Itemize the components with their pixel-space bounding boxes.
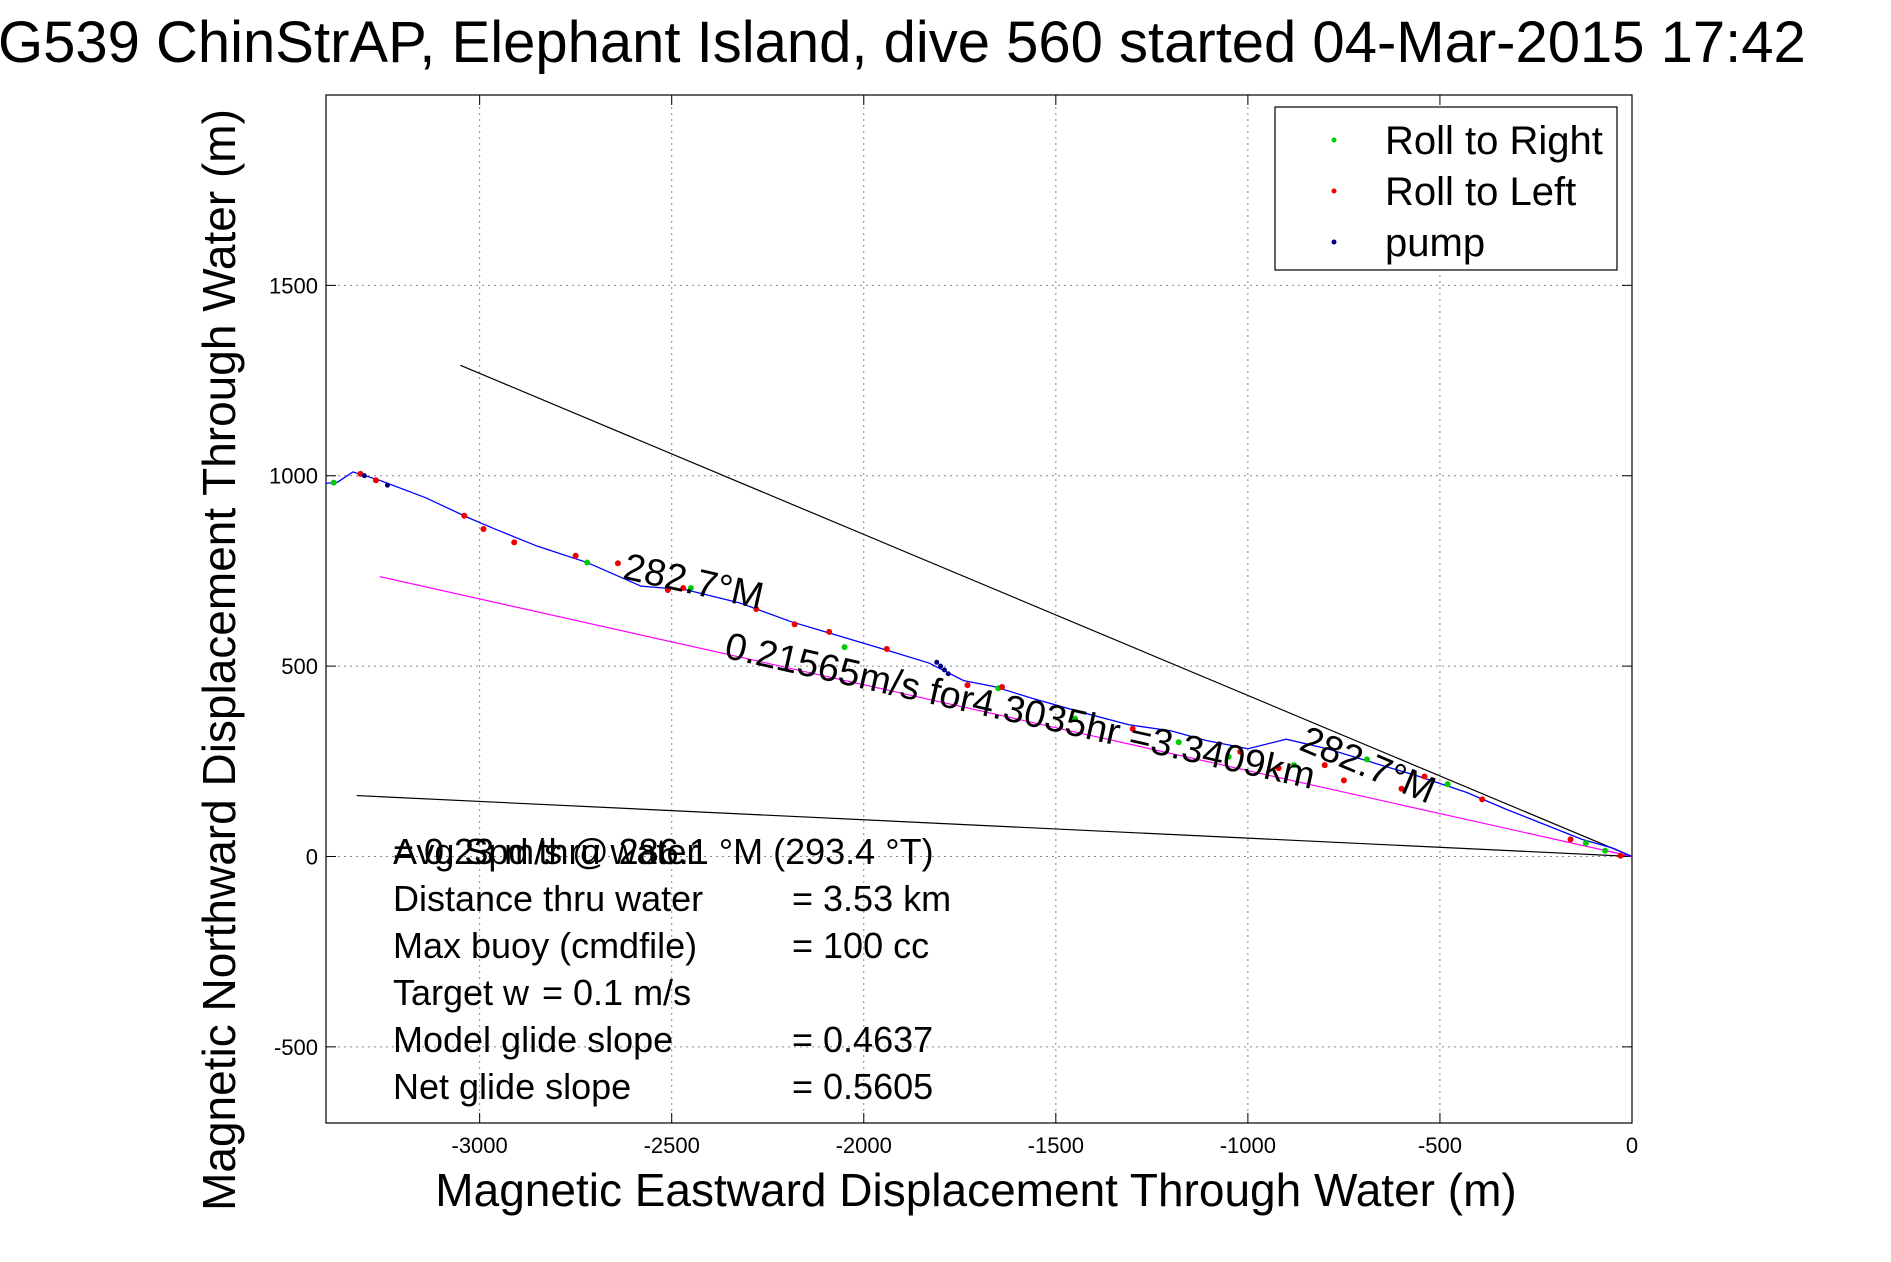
roll-left-point [680,585,687,592]
stat-value: = 100 cc [792,925,929,966]
marker-series [330,470,1624,859]
roll-right-point [1290,762,1297,769]
stat-value: = 3.53 km [792,878,951,919]
stat-label: Net glide slope [393,1066,631,1107]
roll-left-point [826,628,833,635]
stat-label: Target w [393,972,530,1013]
stat-label: Max buoy (cmdfile) [393,925,697,966]
chart-title: G539 ChinStrAP, Elephant Island, dive 56… [0,10,1806,75]
roll-left-point [1321,762,1328,769]
glider-track-line [325,471,1633,858]
roll-right-point [1363,756,1370,763]
reference-line [460,364,1633,858]
heading-annotation: 282.7°M [620,546,768,618]
y-tick-label: 500 [281,654,318,679]
pump-point [938,663,944,669]
pump-point [945,671,951,677]
x-tick-label: -2000 [836,1133,892,1158]
reference-lines [356,364,1633,858]
legend-label: Roll to Left [1385,170,1576,214]
roll-right-point [841,644,848,651]
roll-left-point [480,526,487,533]
roll-right-point [1175,739,1182,746]
y-axis-label: Magnetic Northward Displacement Through … [193,109,245,1211]
roll-right-point [687,585,694,592]
plot-area-frame [325,94,1633,1124]
roll-left-point [1237,748,1244,755]
roll-left-point [753,606,760,612]
legend-marker [1331,239,1337,245]
roll-left-point [791,621,798,628]
heading-annotation: 282.7°M [1294,719,1441,813]
reference-line [379,576,1633,858]
stat-label: Distance thru water [393,878,703,919]
pump-point [934,659,940,665]
pump-point [941,667,947,673]
track-series [325,471,1633,858]
roll-left-point [664,586,671,593]
roll-left-point [372,477,379,484]
legend-marker [1331,137,1337,143]
stat-value: = 0.23 m/s @ 286.1 °M (293.4 °T) [393,831,934,872]
pump-point [361,473,367,479]
roll-right-point [1225,753,1232,760]
roll-left-point [1567,836,1574,843]
x-axis-label: Magnetic Eastward Displacement Through W… [435,1164,1516,1216]
roll-left-point [614,560,621,567]
pump-point [384,482,390,488]
legend: Roll to Right Roll to Left pump [1274,106,1618,271]
roll-right-point [1072,715,1079,722]
roll-left-point [572,552,579,559]
reference-line [356,794,1633,858]
axis-ticks: -3000 -2500 -2000 -1500 -1000 -500 0 -500 0 500 10… [269,95,1638,1158]
roll-left-point [999,684,1006,691]
stat-value: = 0.5605 [792,1066,933,1107]
roll-left-point [1421,773,1428,780]
roll-left-point [1275,765,1282,772]
annotations: 282.7°M0.21565m/s for4.3035hr =3.3409km2… [620,546,1442,812]
roll-left-point [1398,785,1405,792]
legend-label: pump [1385,221,1485,265]
x-tick-label: 0 [1626,1133,1638,1158]
roll-left-point [883,645,890,652]
roll-left-point [1340,777,1347,784]
heading-annotation: 0.21565m/s for4.3035hr =3.3409km [721,625,1319,798]
roll-left-point [511,539,518,546]
x-tick-label: -500 [1418,1133,1462,1158]
roll-left-point [964,682,971,689]
roll-right-point [1582,840,1589,847]
stat-label: Model glide slope [393,1019,673,1060]
x-tick-label: -1500 [1028,1133,1084,1158]
roll-right-point [1602,847,1609,854]
stat-label: Avg Spd thru water [393,831,699,872]
stat-value: = 0.1 m/s [542,972,691,1013]
roll-left-point [1617,852,1624,859]
roll-right-point [584,559,591,566]
roll-left-point [1129,725,1136,732]
y-tick-label: 0 [306,844,318,869]
stat-value: = 0.4637 [792,1019,933,1060]
x-tick-label: -2500 [644,1133,700,1158]
y-tick-label: -500 [274,1035,318,1060]
x-tick-label: -3000 [452,1133,508,1158]
grid [326,95,1633,1123]
legend-label: Roll to Right [1385,119,1603,163]
legend-marker [1331,188,1337,194]
stats-block: Avg Spd thru water= 0.23 m/s @ 286.1 °M … [393,831,951,1107]
roll-right-point [1444,781,1451,788]
roll-left-point [1479,796,1486,803]
y-tick-label: 1000 [269,464,318,489]
x-tick-label: -1000 [1220,1133,1276,1158]
roll-left-point [461,512,468,519]
roll-right-point [330,479,337,486]
y-tick-label: 1500 [269,273,318,298]
